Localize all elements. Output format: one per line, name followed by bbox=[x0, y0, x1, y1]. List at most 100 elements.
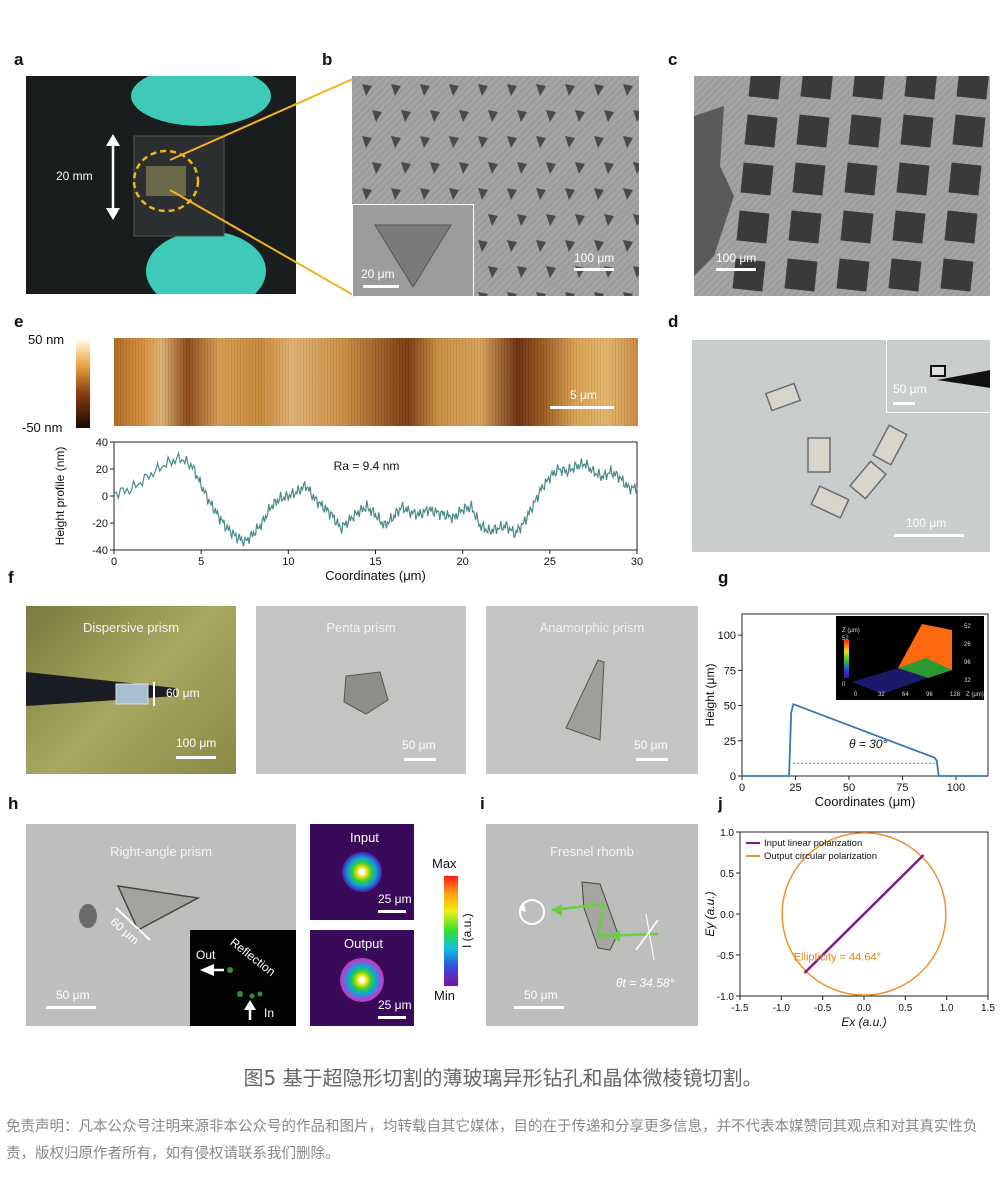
panel-h-output-scale: 25 μm bbox=[378, 998, 412, 1012]
panel-h-inset-in: In bbox=[264, 1006, 275, 1020]
sem-square bbox=[852, 76, 886, 100]
panel-e-afm-map: 5 μm bbox=[114, 338, 638, 426]
sem-square bbox=[944, 210, 978, 244]
chart-j-ylabel: Ey (a.u.) bbox=[703, 891, 717, 936]
chart-g-xtick-label: 75 bbox=[896, 782, 908, 794]
sem-triangle bbox=[449, 84, 459, 96]
panel-h-colorbar bbox=[444, 876, 458, 986]
sem-triangle bbox=[546, 162, 556, 174]
sem-triangle bbox=[536, 84, 546, 96]
panel-c-pattern bbox=[694, 76, 990, 292]
panel-h-output-spot bbox=[340, 958, 384, 1002]
chart-e-ytick-label: -40 bbox=[92, 545, 108, 557]
chart-e-xtick-label: 30 bbox=[631, 556, 643, 568]
panel-label-d: d bbox=[668, 312, 679, 331]
chart-g-ytick-label: 75 bbox=[724, 665, 736, 677]
chart-g-ytick-label: 25 bbox=[724, 736, 736, 748]
panel-f-dispersive-title: Dispersive prism bbox=[82, 620, 180, 635]
panel-h-drawing bbox=[79, 885, 201, 941]
panel-label-j: j bbox=[718, 794, 723, 813]
zoom-connector bbox=[169, 77, 356, 297]
panel-f-anamorphic-scale: 50 μm bbox=[634, 738, 668, 752]
panel-h-input-spot bbox=[342, 852, 382, 892]
sem-triangle bbox=[604, 162, 614, 174]
panel-h-micrograph: Right-angle prism 60 μm 50 μm Out Reflec… bbox=[26, 824, 296, 1026]
chart-e-xtick-label: 20 bbox=[457, 556, 469, 568]
sem-square bbox=[844, 162, 878, 196]
chart-g-inset-tick: 96 bbox=[926, 692, 933, 698]
panel-i-drawing bbox=[519, 881, 659, 961]
chart-e-series bbox=[113, 451, 638, 547]
chart-g-xtick-label: 25 bbox=[789, 782, 801, 794]
sem-triangle bbox=[488, 110, 498, 122]
chart-j-xtick-label: -1.0 bbox=[773, 1003, 791, 1014]
chart-g-inset-tick: 128 bbox=[950, 692, 961, 698]
chart-e-ylabel: Height profile (nm) bbox=[53, 447, 67, 546]
chart-e-annotation: Ra = 9.4 nm bbox=[334, 459, 400, 473]
sem-square bbox=[848, 114, 882, 148]
sem-square bbox=[952, 114, 986, 148]
panel-label-e: e bbox=[14, 312, 24, 331]
panel-f-dispersive: Dispersive prism 60 μm 100 μm bbox=[26, 606, 236, 774]
panel-d-inset-scale: 50 μm bbox=[893, 382, 927, 396]
panel-e-colorbar-min: -50 nm bbox=[22, 420, 63, 435]
chart-g-series bbox=[742, 702, 988, 777]
panel-f-anamorphic-title: Anamorphic prism bbox=[539, 620, 645, 635]
sem-triangle bbox=[565, 84, 575, 96]
chart-e-xtick-label: 0 bbox=[111, 556, 117, 568]
sem-square bbox=[736, 210, 770, 244]
sem-triangle bbox=[488, 162, 498, 174]
sem-square bbox=[900, 114, 934, 148]
chart-e-ytick-label: 0 bbox=[102, 491, 108, 503]
chart-g-inset-block-face bbox=[898, 658, 952, 678]
panel-h-output-beam: Output 25 μm bbox=[310, 930, 414, 1026]
chart-j-linear-series bbox=[803, 854, 925, 974]
chart-j-xtick-label: 0.0 bbox=[857, 1003, 871, 1014]
sem-square bbox=[800, 76, 834, 100]
sem-triangle bbox=[459, 110, 469, 122]
panel-a-dimension: 20 mm bbox=[56, 169, 93, 183]
sem-triangle bbox=[594, 136, 604, 148]
panel-d-inset-tip bbox=[930, 365, 990, 388]
sem-triangle bbox=[565, 136, 575, 148]
sem-triangle bbox=[478, 84, 488, 96]
chart-e-xtick-label: 5 bbox=[198, 556, 204, 568]
panel-e-colorbar-max: 50 nm bbox=[28, 332, 65, 347]
panel-d-micrograph: 50 μm 100 μm bbox=[692, 340, 990, 552]
chart-e-xtick-label: 25 bbox=[544, 556, 556, 568]
panel-h-colorbar-min: Min bbox=[434, 988, 455, 1003]
panel-label-h: h bbox=[8, 794, 19, 813]
sem-triangle bbox=[623, 84, 633, 96]
chart-e-ytick-label: 20 bbox=[96, 464, 108, 476]
panel-e-scale: 5 μm bbox=[570, 388, 597, 402]
chart-j-ytick-label: 1.0 bbox=[720, 828, 734, 839]
sem-triangle bbox=[517, 110, 527, 122]
panel-e-texture bbox=[114, 338, 638, 426]
sem-triangle bbox=[604, 110, 614, 122]
sem-triangle bbox=[594, 84, 604, 96]
chart-j-ytick-label: -1.0 bbox=[717, 992, 735, 1003]
chart-j-annotation: Ellipticity = 44.64° bbox=[794, 952, 881, 964]
sem-triangle bbox=[478, 136, 488, 148]
sem-triangle bbox=[488, 266, 498, 278]
sem-triangle bbox=[391, 136, 401, 148]
sem-triangle bbox=[604, 214, 614, 226]
sem-triangle bbox=[546, 110, 556, 122]
panel-b-scalebar bbox=[574, 268, 614, 271]
sem-triangle bbox=[372, 162, 382, 174]
panel-label-c: c bbox=[668, 50, 678, 69]
sem-triangle bbox=[478, 292, 488, 296]
chart-g-frame bbox=[741, 613, 989, 777]
sem-triangle bbox=[633, 162, 639, 174]
sem-triangle bbox=[391, 84, 401, 96]
chart-g-inset-tick: 32 bbox=[964, 678, 971, 684]
chart-g-inset-colorbar bbox=[844, 640, 849, 678]
sem-square bbox=[748, 76, 782, 100]
sem-triangle bbox=[372, 110, 382, 122]
sem-triangle bbox=[623, 188, 633, 200]
panel-d-scalebar bbox=[894, 534, 964, 537]
figure-caption: 图5 基于超隐形切割的薄玻璃异形钻孔和晶体微棱镜切割。 bbox=[243, 1066, 763, 1090]
panel-b-sem: 20 μm 100 μm bbox=[352, 76, 639, 296]
sem-triangle bbox=[401, 162, 411, 174]
panel-h-input-scalebar bbox=[378, 910, 406, 913]
